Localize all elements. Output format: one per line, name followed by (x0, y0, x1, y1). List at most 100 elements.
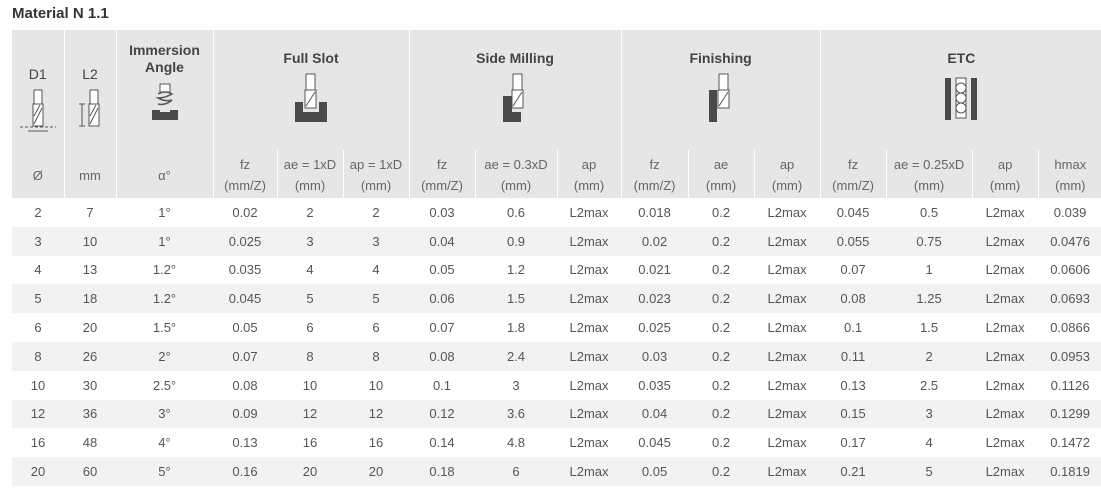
table-row: 5 18 1.2° 0.045 5 5 0.06 1.5 L2max 0.023 0.2 L2max 0… (12, 284, 1101, 314)
full-slot-title: Full Slot (283, 50, 339, 66)
table-cell: L2max (985, 377, 1025, 393)
table-cell: 0.13 (232, 435, 258, 451)
table-cell: 2 (886, 341, 973, 371)
etc-title: ETC (947, 50, 976, 66)
subheader-label: ae = 0.25xD (893, 157, 965, 172)
table-cell: 0.2 (688, 284, 755, 314)
end-mill-length-icon (79, 89, 100, 127)
table-cell: L2max (569, 377, 609, 393)
table-cell: 36 (64, 399, 116, 429)
table-cell: 0.2 (712, 262, 731, 278)
table-cell: 0.2 (712, 435, 731, 451)
table-row: 10 30 2.5° 0.08 10 10 0.1 3 L2max 0.035 0.2 L2max 0.… (12, 371, 1101, 400)
subheader-label: ap = 1xD (349, 157, 403, 172)
table-cell: 2 (34, 204, 42, 220)
table-cell: 0.2 (688, 457, 755, 486)
table-cell: 5 (12, 284, 64, 314)
table-cell: 18 (64, 284, 116, 314)
table-cell: L2max (557, 399, 622, 429)
table-cell: 4 (34, 262, 42, 278)
table-row: 20 60 5° 0.16 20 20 0.18 6 L2max 0.05 0.2 L2max 0.21… (12, 457, 1101, 486)
table-cell: 0.06 (409, 284, 476, 314)
subheader-label: fz (239, 157, 251, 172)
table-cell: 8 (343, 341, 410, 371)
table-cell: 5 (886, 457, 973, 486)
subheader-label: fz (848, 157, 859, 172)
table-cell: 0.018 (638, 204, 671, 220)
table-cell: 0.05 (232, 320, 258, 336)
table-cell: 13 (82, 262, 98, 278)
trochoidal-milling-icon (945, 77, 978, 120)
table-cell: 0.08 (409, 341, 476, 371)
table-cell: 4° (158, 435, 171, 451)
table-cell: 10 (30, 377, 46, 393)
table-cell: 7 (86, 204, 94, 220)
table-cell: 0.1 (432, 377, 452, 393)
table-cell: 0.14 (429, 435, 455, 451)
subheader-label: fz (649, 157, 660, 172)
table-cell: L2max (754, 226, 821, 256)
subheader-unit: (mm) (989, 178, 1021, 193)
table-cell: 0.2 (712, 377, 731, 393)
angle-label: Angle (145, 59, 184, 75)
subheader-unit: (mm) (771, 178, 803, 193)
table-cell: 6 (306, 320, 314, 336)
table-cell: 0.02 (232, 204, 258, 220)
table-cell: 60 (64, 457, 116, 486)
subheader-unit: (mm/Z) (832, 178, 875, 193)
table-row: 12 36 3° 0.09 12 12 0.12 3.6 L2max 0.04 0.2 L2max 0.… (12, 399, 1101, 429)
subheader-cell: α° (115, 150, 213, 198)
subheader-unit: (mm) (1055, 178, 1086, 193)
table-cell: 2.5 (920, 377, 939, 393)
table-cell: 0.2 (688, 341, 755, 371)
table-cell: 0.039 (1053, 204, 1087, 220)
table-cell: L2max (754, 457, 821, 486)
table-cell: 8 (12, 341, 64, 371)
table-cell: 4 (306, 262, 314, 278)
subheader-cell: ap (mm) (971, 150, 1039, 198)
ramping-icon (151, 83, 178, 120)
table-cell: 0.1299 (1038, 399, 1101, 429)
table-cell: L2max (972, 399, 1039, 429)
subheader-label: ap (997, 157, 1013, 172)
header-side-milling: Side Milling (408, 30, 622, 150)
table-cell: 0.2 (712, 320, 731, 336)
table-cell: 1.25 (886, 284, 973, 314)
table-cell: 0.045 (836, 204, 870, 220)
subheader-label: fz (436, 157, 448, 172)
table-cell: 0.0476 (1038, 226, 1101, 256)
subheader-cell: fz (mm/Z) (408, 150, 476, 198)
table-cell: L2max (557, 284, 622, 314)
table-cell: 1.5° (152, 320, 177, 336)
subheader-label: hmax (1054, 157, 1087, 172)
table-cell: 0.9 (475, 226, 558, 256)
finishing-title: Finishing (689, 50, 752, 66)
side-milling-title: Side Milling (476, 50, 554, 66)
subheader-label: Ø (32, 167, 43, 183)
subheader-unit: (mm/Z) (633, 178, 676, 193)
table-cell: 0.1472 (1050, 435, 1090, 451)
immersion-label: Immersion (129, 42, 200, 58)
table-cell: 0.05 (429, 262, 455, 278)
subheader-cell: fz (mm/Z) (212, 150, 277, 198)
table-cell: 3 (12, 226, 64, 256)
table-cell: 0.05 (621, 457, 689, 486)
table-cell: 1.8 (506, 320, 526, 336)
table-row: 6 20 1.5° 0.05 6 6 0.07 1.8 L2max 0.025 0.2 L2max 0.… (12, 313, 1101, 342)
table-cell: 0.0693 (1038, 284, 1101, 314)
table-row: 2 7 1° 0.02 2 2 0.03 0.6 L2max 0.018 0.2 L2max 0.045… (12, 198, 1101, 227)
table-cell: 0.13 (840, 377, 866, 393)
subheader-unit: (mm/Z) (421, 178, 463, 193)
table-cell: 0.055 (820, 226, 887, 256)
table-cell: 0.03 (429, 204, 455, 220)
table-cell: 16 (302, 435, 318, 451)
page-title: Material N 1.1 (12, 5, 109, 22)
table-cell: 0.035 (638, 377, 671, 393)
l2-label: L2 (82, 66, 98, 82)
table-cell: 0.09 (213, 399, 277, 429)
subheader-label: α° (158, 167, 171, 183)
table-cell: 0.0953 (1038, 341, 1101, 371)
subheader-cell: ae = 1xD (mm) (276, 150, 343, 198)
table-cell: L2max (985, 262, 1025, 278)
table-cell: 20 (82, 320, 98, 336)
